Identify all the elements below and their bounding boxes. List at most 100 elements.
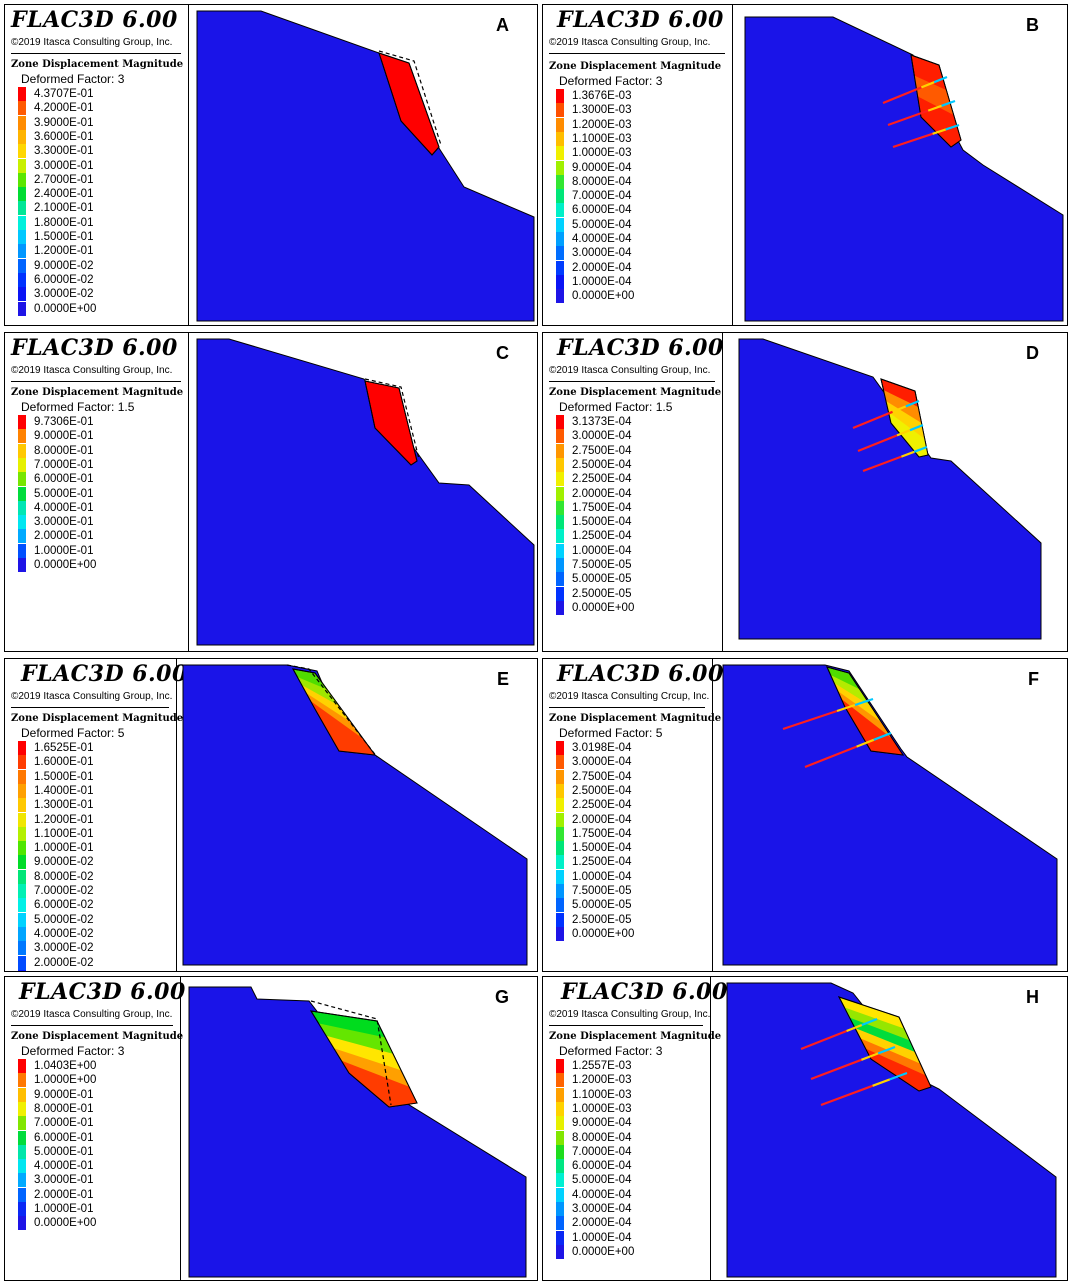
program-title: FLAC3D 6.00	[561, 979, 728, 1005]
anchor-cable	[889, 1071, 908, 1081]
scale-swatch	[18, 955, 26, 970]
scale-swatch	[18, 272, 26, 287]
model-boundary	[196, 11, 535, 322]
scale-swatch	[18, 258, 26, 273]
panel-a: FLAC3D 6.00 ©2019 Itasca Consulting Grou…	[4, 4, 538, 326]
scale-value: 6.0000E-04	[572, 1160, 632, 1173]
scale-swatch	[18, 769, 26, 784]
sliding-body-outline	[826, 666, 905, 756]
legend-divider	[549, 1025, 703, 1026]
scale-swatch	[18, 783, 26, 798]
anchor-cable	[909, 423, 924, 432]
scale-value: 1.1000E-03	[572, 132, 632, 145]
scale-swatch	[18, 1173, 26, 1188]
scale-value: 1.2557E-03	[572, 1060, 632, 1072]
scale-swatch	[556, 798, 564, 813]
scale-swatch	[18, 244, 26, 259]
scale-swatch	[556, 1144, 564, 1159]
slope-mesh	[196, 10, 535, 322]
scale-value: 3.0000E-01	[34, 1174, 94, 1187]
slope-mesh	[744, 16, 1064, 322]
scale-swatch	[18, 1202, 26, 1216]
scale-value: 1.2000E-01	[34, 813, 94, 826]
scale-value: 2.0000E-01	[34, 530, 94, 543]
scale-value: 2.2500E-04	[572, 473, 632, 486]
model-view	[723, 333, 1067, 651]
scale-value: 3.6000E-01	[34, 130, 94, 143]
scale-value: 4.0000E-04	[572, 233, 632, 245]
anchor-cable	[852, 410, 894, 430]
scale-swatch	[556, 103, 564, 118]
scale-value: 2.1000E-01	[34, 202, 94, 215]
scale-swatch	[556, 826, 564, 841]
scale-value: 4.0000E-04	[572, 1188, 632, 1201]
slope-model-svg	[196, 10, 535, 322]
scale-value: 2.5000E-05	[572, 913, 632, 926]
legend-title: Zone Displacement Magnitude	[11, 59, 184, 70]
scale-value: 5.0000E-02	[34, 913, 94, 926]
scale-swatch	[18, 1087, 26, 1102]
scale-swatch	[18, 798, 26, 813]
scale-value: 3.0000E-04	[572, 247, 632, 260]
scale-swatch	[556, 755, 564, 770]
scale-swatch	[18, 755, 26, 770]
deformed-factor: Deformed Factor: 5	[21, 726, 125, 740]
scale-value: 8.0000E-02	[34, 870, 94, 883]
scale-value: 9.0000E-01	[34, 430, 94, 443]
scale-value: 1.1000E-01	[34, 827, 94, 840]
slope-model-svg	[196, 338, 535, 646]
slope-mesh	[726, 982, 1057, 1278]
copyright-text: ©2019 Itasca Consulting Group, Inc.	[549, 37, 711, 48]
legend: FLAC3D 6.00 ©2019 Itasca Consulting Grou…	[543, 977, 727, 1280]
scale-swatch	[556, 841, 564, 856]
sliding-body-outline	[364, 380, 418, 466]
scale-value: 2.7500E-04	[572, 770, 632, 783]
model-view	[711, 977, 1067, 1280]
scale-value: 3.0000E-01	[34, 159, 94, 172]
scale-swatch	[18, 500, 26, 515]
anchor-cable	[782, 709, 838, 731]
scale-swatch	[556, 600, 564, 615]
scale-swatch	[556, 500, 564, 515]
slope-model-svg	[726, 982, 1057, 1278]
anchor-cable	[861, 1017, 878, 1027]
scale-swatch	[556, 898, 564, 913]
anchor-cable	[901, 450, 915, 458]
scale-value: 7.0000E-01	[34, 1117, 94, 1130]
slope-mesh	[182, 664, 528, 966]
scale-swatch	[556, 783, 564, 798]
scale-value: 1.2000E-03	[572, 118, 632, 131]
model-boundary	[722, 665, 1058, 966]
scale-value: 1.0403E+00	[34, 1060, 97, 1072]
scale-value: 1.1000E-03	[572, 1088, 632, 1101]
scale-value: 5.0000E-05	[572, 899, 632, 912]
slope-model-svg	[738, 338, 1042, 640]
scale-swatch	[556, 515, 564, 530]
scale-value: 4.3707E-01	[34, 88, 94, 100]
anchor-cable	[941, 99, 956, 107]
anchor-cable	[892, 132, 933, 149]
anchor-cable	[932, 128, 947, 135]
scale-swatch	[18, 187, 26, 202]
scale-value: 0.0000E+00	[572, 927, 635, 940]
scale-swatch	[18, 1101, 26, 1116]
scale-swatch	[556, 1087, 564, 1102]
scale-value: 2.5000E-04	[572, 458, 632, 471]
original-surface-line	[364, 378, 420, 460]
anchor-cable	[857, 434, 898, 453]
scale-swatch	[18, 841, 26, 856]
scale-swatch	[18, 1216, 26, 1231]
scale-value: 2.4000E-01	[34, 188, 94, 201]
scale-value: 3.1373E-04	[572, 416, 632, 428]
scale-value: 2.0000E-02	[34, 956, 94, 969]
scale-value: 7.0000E-01	[34, 458, 94, 471]
scale-value: 3.0000E-04	[572, 430, 632, 443]
scale-value: 9.0000E-04	[572, 1117, 632, 1130]
scale-value: 0.0000E+00	[34, 1217, 97, 1230]
scale-swatch	[556, 246, 564, 261]
scale-value: 4.0000E-01	[34, 1160, 94, 1173]
scale-swatch	[18, 115, 26, 130]
deformed-factor: Deformed Factor: 3	[559, 1044, 663, 1058]
scale-swatch	[556, 1187, 564, 1202]
program-title: FLAC3D 6.00	[557, 661, 724, 687]
